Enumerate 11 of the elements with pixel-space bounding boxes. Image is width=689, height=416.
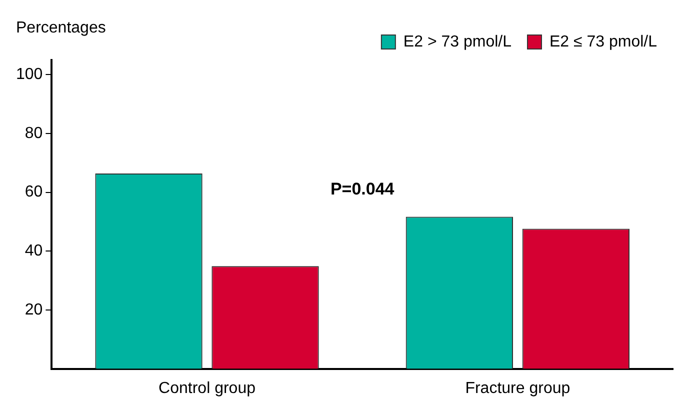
y-tick-label: 60 xyxy=(24,184,43,201)
y-axis-title: Percentages xyxy=(16,19,106,36)
annotation: P=0.044 xyxy=(330,180,395,199)
legend-label: E2 ≤ 73 pmol/L xyxy=(549,33,658,50)
x-tick-label: Fracture group xyxy=(465,380,570,397)
x-tick-label: Control group xyxy=(158,380,256,397)
y-tick-label: 80 xyxy=(24,124,43,142)
legend-label: E2 > 73 pmol/L xyxy=(403,33,512,50)
y-tick-label: 20 xyxy=(24,301,43,318)
y-tick-label: 100 xyxy=(16,66,43,84)
y-tick-label: 40 xyxy=(24,242,43,260)
